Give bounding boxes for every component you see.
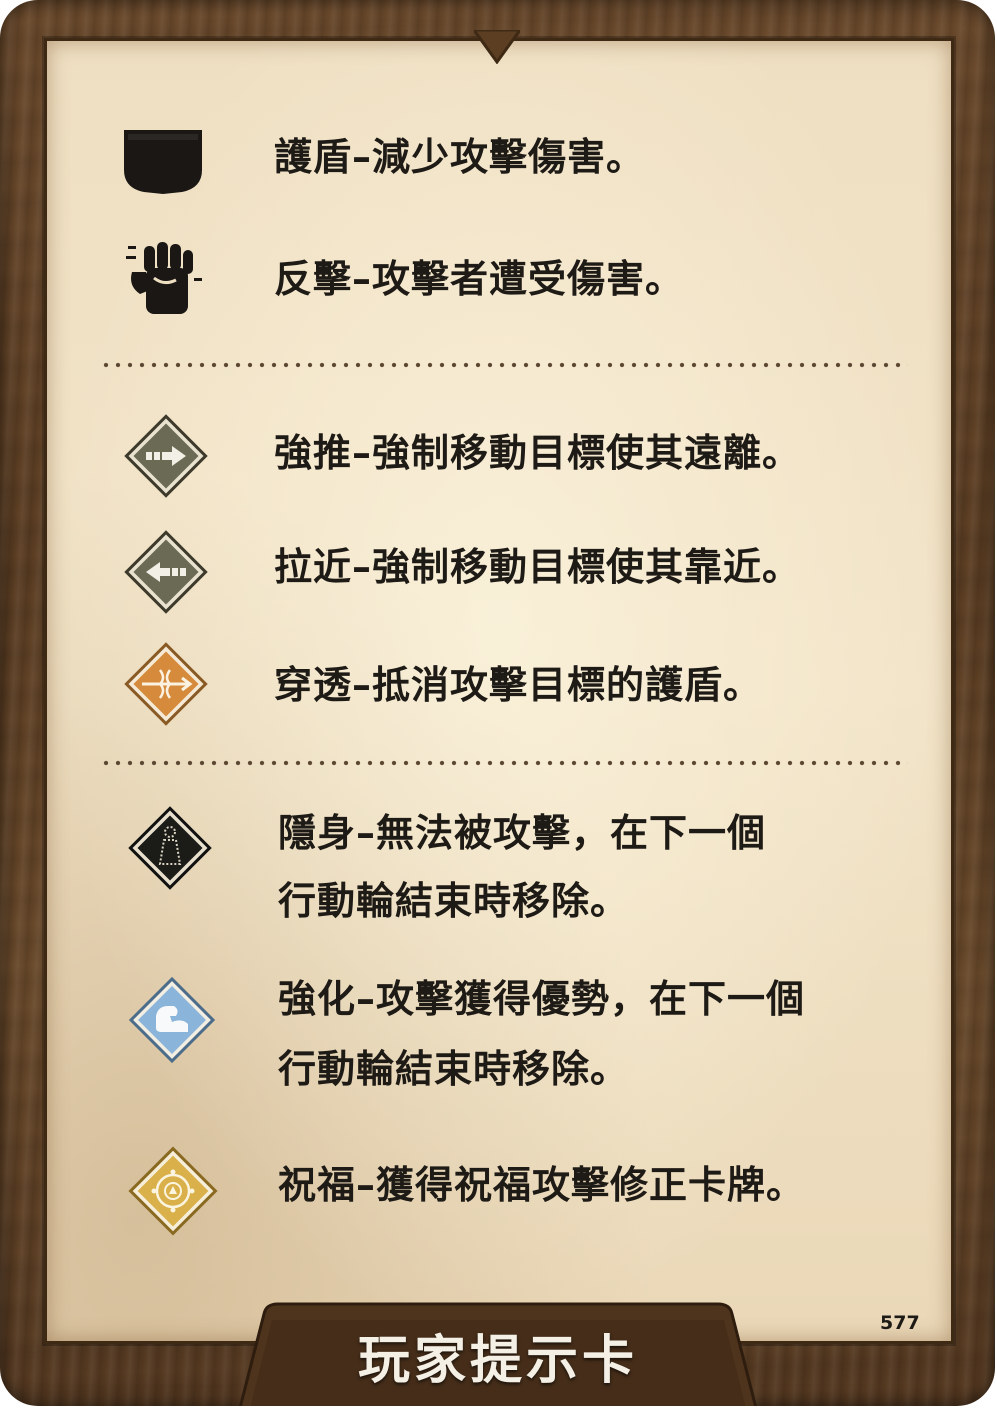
push-icon xyxy=(124,414,208,498)
entry-strengthen-line2: 行動輪結束時移除。 xyxy=(278,1047,630,1091)
entry-push-text: 強推–強制移動目標使其遠離。 xyxy=(274,431,802,475)
title-banner xyxy=(238,1302,758,1406)
pull-icon xyxy=(124,530,208,614)
entry-pull-text: 拉近–強制移動目標使其靠近。 xyxy=(274,545,802,589)
card-title: 玩家提示卡 xyxy=(357,1330,638,1391)
entry-pierce-text: 穿透–抵消攻擊目標的護盾。 xyxy=(274,663,763,707)
section-divider xyxy=(100,362,908,368)
shield-icon xyxy=(124,130,202,194)
entry-invisible-line1: 隱身–無法被攻擊，在下一個 xyxy=(278,811,767,855)
retaliate-fist-icon xyxy=(126,242,202,314)
section-divider xyxy=(100,760,908,766)
card-number: 577 xyxy=(880,1312,920,1334)
entry-invisible-line2: 行動輪結束時移除。 xyxy=(278,879,630,923)
entry-strengthen-line1: 強化–攻擊獲得優勢，在下一個 xyxy=(278,977,806,1021)
entry-shield-text: 護盾–減少攻擊傷害。 xyxy=(274,135,646,179)
entry-bless-text: 祝福–獲得祝福攻擊修正卡牌。 xyxy=(278,1163,806,1207)
bless-icon xyxy=(128,1146,218,1236)
panel-notch xyxy=(474,30,520,64)
strengthen-icon xyxy=(128,976,216,1064)
invisible-icon xyxy=(128,806,212,890)
entry-retaliate-text: 反擊–攻擊者遭受傷害。 xyxy=(274,257,685,301)
pierce-icon xyxy=(124,642,208,726)
